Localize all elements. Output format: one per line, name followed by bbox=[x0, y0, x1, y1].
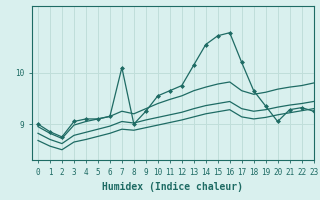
X-axis label: Humidex (Indice chaleur): Humidex (Indice chaleur) bbox=[102, 182, 243, 192]
